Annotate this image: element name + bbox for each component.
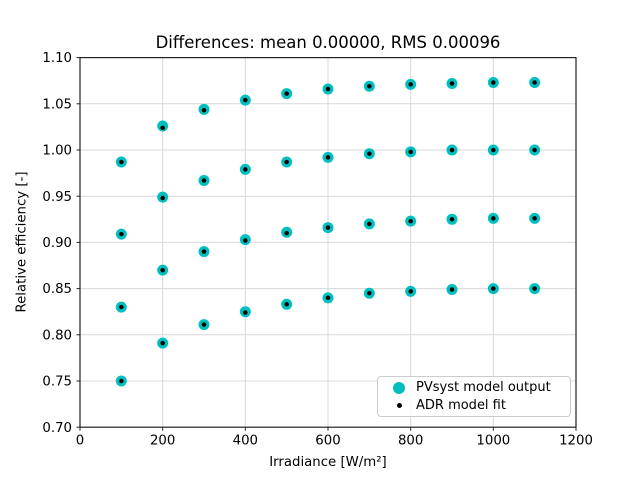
data-point-adr: [449, 147, 455, 153]
y-tick-label: 0.85: [42, 282, 72, 297]
y-tick-label: 0.70: [42, 421, 72, 436]
data-point-adr: [243, 97, 248, 103]
data-point-adr: [367, 83, 372, 89]
pvsyst-marker-icon: [393, 381, 405, 394]
y-tick-label: 1.05: [42, 97, 72, 112]
data-point-adr: [491, 80, 496, 85]
data-point-adr: [119, 159, 124, 165]
x-tick-label: 1200: [559, 434, 593, 449]
y-tick-label: 1.10: [42, 51, 72, 66]
data-point-adr: [367, 290, 372, 296]
x-tick-label: 0: [76, 434, 84, 449]
legend: PVsyst model output ADR model fit: [377, 376, 571, 417]
data-point-adr: [491, 147, 496, 153]
data-point-adr: [284, 230, 289, 236]
data-point-adr: [243, 310, 248, 315]
data-point-adr: [449, 81, 455, 86]
data-point-adr: [160, 340, 165, 346]
legend-label-adr: ADR model fit: [416, 397, 506, 413]
data-point-adr: [532, 147, 537, 153]
y-tick-label: 0.80: [42, 328, 72, 343]
data-point-adr: [532, 216, 537, 221]
data-point-adr: [201, 178, 207, 183]
x-tick-label: 800: [398, 434, 423, 449]
x-axis-label: Irradiance [W/m²]: [269, 455, 387, 470]
adr-marker-icon: [396, 402, 402, 408]
legend-marker-box: [382, 402, 416, 408]
data-point-adr: [243, 167, 248, 172]
data-point-adr: [201, 249, 207, 254]
data-point-adr: [119, 378, 124, 384]
data-point-adr: [243, 238, 248, 243]
data-point-adr: [160, 267, 165, 273]
x-tick-label: 600: [315, 434, 340, 449]
data-point-adr: [491, 216, 496, 221]
y-tick-label: 1.00: [42, 144, 72, 159]
legend-item-pvsyst: PVsyst model output: [382, 379, 566, 397]
y-tick-label: 0.95: [42, 190, 72, 205]
x-tick-label: 200: [150, 434, 175, 449]
data-point-adr: [325, 155, 331, 160]
x-tick-label: 1000: [476, 434, 510, 449]
data-point-adr: [201, 108, 207, 113]
y-tick-label: 0.90: [42, 236, 72, 251]
data-point-adr: [408, 82, 413, 87]
plot-frame: [79, 56, 577, 428]
data-point-adr: [449, 287, 455, 292]
data-point-adr: [325, 86, 331, 92]
data-point-adr: [408, 149, 413, 155]
legend-marker-box: [382, 381, 416, 394]
data-point-adr: [408, 218, 413, 224]
data-point-adr: [160, 195, 165, 201]
data-point-adr: [532, 80, 537, 85]
data-point-adr: [284, 159, 289, 165]
data-point-adr: [160, 125, 165, 131]
x-tick-label: 400: [233, 434, 258, 449]
data-point-adr: [284, 91, 289, 96]
data-point-adr: [367, 221, 372, 227]
data-point-adr: [201, 322, 207, 327]
data-point-adr: [532, 286, 537, 291]
data-point-adr: [119, 304, 124, 310]
data-point-adr: [284, 302, 289, 307]
data-point-adr: [325, 295, 331, 301]
data-point-adr: [408, 289, 413, 294]
data-point-adr: [449, 217, 455, 222]
data-point-adr: [119, 231, 124, 237]
y-axis-label: Relative efficiency [-]: [14, 171, 30, 313]
chart-title: Differences: mean 0.00000, RMS 0.00096: [155, 33, 501, 52]
y-tick-label: 0.75: [42, 375, 72, 390]
legend-label-pvsyst: PVsyst model output: [416, 380, 551, 396]
data-point-adr: [325, 225, 331, 230]
data-point-adr: [367, 151, 372, 156]
legend-item-adr: ADR model fit: [382, 397, 566, 415]
data-point-adr: [491, 286, 496, 291]
